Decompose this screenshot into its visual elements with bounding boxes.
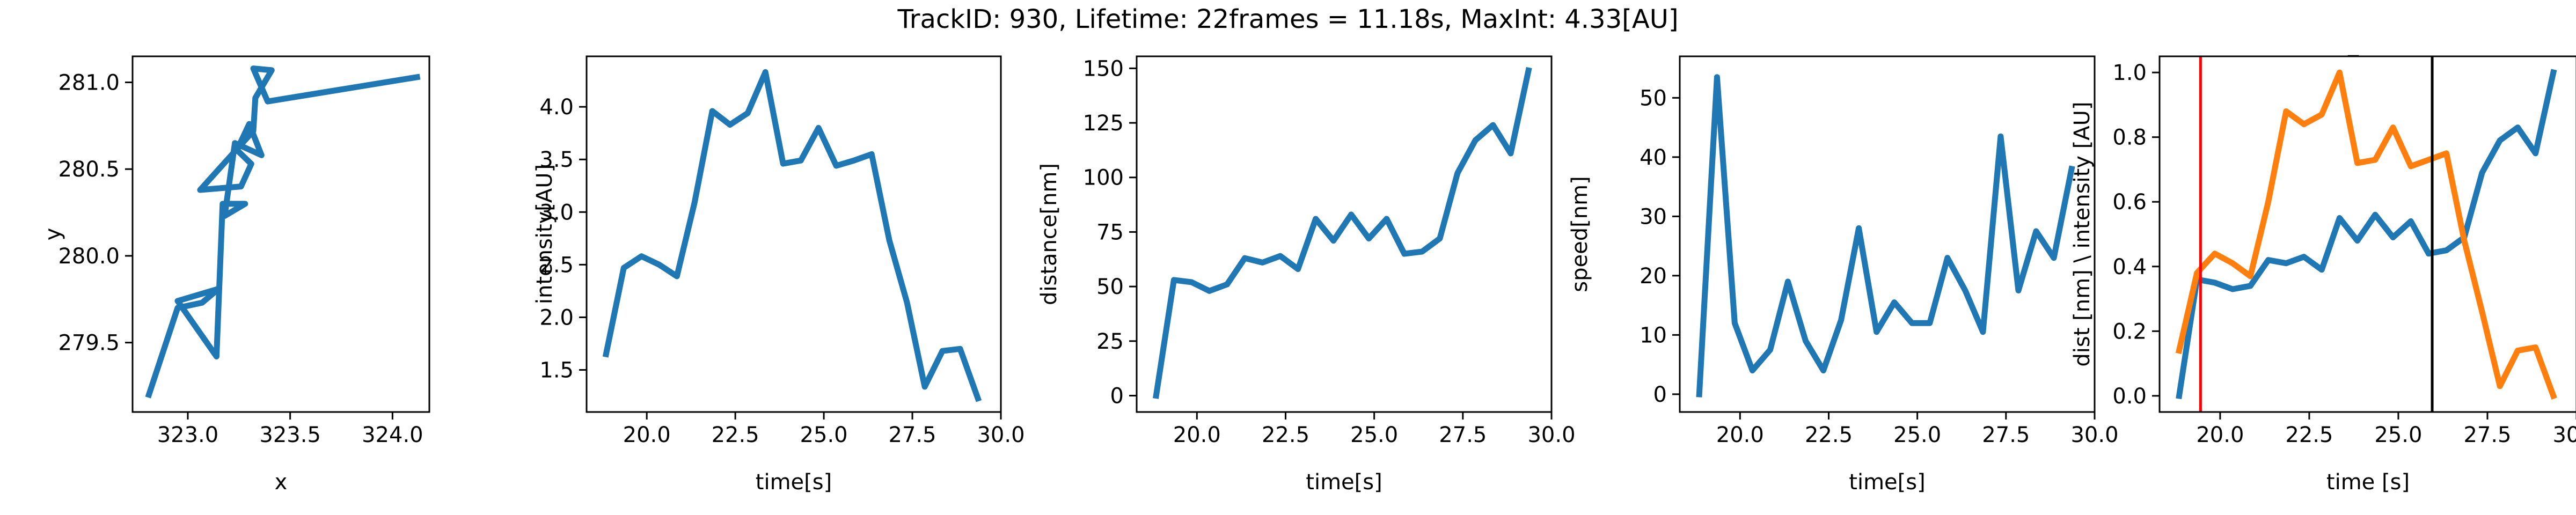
series-line-0 xyxy=(145,65,421,399)
x-tick-label: 323.0 xyxy=(157,423,219,447)
y-axis-label: intensity[AU] xyxy=(532,164,557,304)
series-line-1 xyxy=(2175,69,2557,400)
x-tick-label: 22.5 xyxy=(1805,423,1853,447)
y-tick-label: 0.6 xyxy=(2112,190,2147,215)
y-tick-label: 25 xyxy=(1096,329,1124,354)
y-tick-label: 1.5 xyxy=(539,358,574,383)
y-tick-label: 279.5 xyxy=(58,331,120,356)
x-tick-label: 27.5 xyxy=(889,423,936,447)
x-tick-label: 20.0 xyxy=(623,423,671,447)
y-tick-label: 2.5 xyxy=(539,253,574,277)
x-tick-label: 27.5 xyxy=(1982,423,2030,447)
y-tick-label: 0.8 xyxy=(2112,126,2147,150)
y-tick-label: 1.0 xyxy=(2112,61,2147,85)
x-tick-label: 30.0 xyxy=(2552,423,2576,447)
series-line-0 xyxy=(1153,67,1532,399)
axes-frame xyxy=(1136,55,1553,413)
series-line-0 xyxy=(2176,69,2557,400)
y-tick-label: 10 xyxy=(1640,323,1667,348)
x-tick-label: 22.5 xyxy=(1262,423,1309,447)
series-line-0 xyxy=(602,69,982,402)
y-tick-label: 2.0 xyxy=(539,305,574,330)
y-tick-label: 150 xyxy=(1083,56,1124,81)
x-tick-label: 20.0 xyxy=(2196,423,2244,447)
x-tick-label: 20.0 xyxy=(1716,423,1764,447)
panel-normalized: 20.0 22.5 25.0 27.5 30.0 0.0 0.2 0.4 0.6 0.8 1.0 ti… xyxy=(2070,55,2576,495)
y-tick-label: 0.0 xyxy=(2112,384,2147,409)
x-axis-label: time [s] xyxy=(2326,470,2410,495)
x-tick-label: 30.0 xyxy=(1527,423,1575,447)
panel-distance: 20.0 22.5 25.0 27.5 30.0 0 25 50 75 100 125 150 time… xyxy=(1037,55,1576,495)
y-axis-label: speed[nm] xyxy=(1568,176,1592,292)
panel-intensity: 20.0 22.5 25.0 27.5 30.0 1.5 2.0 2.5 3.0 3.5 4.0 ti… xyxy=(532,55,1025,495)
axes-frame xyxy=(586,55,1002,413)
panel-speed: 20.0 22.5 25.0 27.5 30.0 0 10 20 30 40 50 time[s] sp… xyxy=(1568,55,2119,495)
y-axis-label: dist [nm] \ intensity [AU] xyxy=(2070,101,2095,366)
y-tick-label: 280.0 xyxy=(58,244,120,269)
x-tick-label: 22.5 xyxy=(2285,423,2333,447)
y-tick-label: 75 xyxy=(1096,220,1124,245)
axes-frame xyxy=(131,55,430,413)
x-axis-label: x xyxy=(275,470,288,495)
series-line-0 xyxy=(1696,74,2075,398)
y-axis-label: y xyxy=(41,228,65,241)
axes-frame xyxy=(2158,55,2576,413)
y-tick-label: 280.5 xyxy=(58,157,120,182)
y-tick-label: 281.0 xyxy=(58,71,120,95)
x-tick-label: 20.0 xyxy=(1173,423,1221,447)
x-axis-label: time[s] xyxy=(1849,470,1925,495)
y-tick-label: 0.2 xyxy=(2112,319,2147,344)
y-tick-label: 125 xyxy=(1083,111,1124,136)
x-axis-label: time[s] xyxy=(756,470,832,495)
y-tick-label: 40 xyxy=(1640,145,1667,170)
x-tick-label: 25.0 xyxy=(1350,423,1398,447)
y-tick-label: 50 xyxy=(1096,275,1124,299)
x-tick-label: 324.0 xyxy=(362,423,423,447)
x-tick-label: 30.0 xyxy=(2070,423,2118,447)
panel5-title: _ xyxy=(2348,32,2359,57)
y-tick-label: 3.0 xyxy=(539,200,574,225)
y-tick-label: 0 xyxy=(1653,382,1667,407)
y-tick-label: 4.0 xyxy=(539,95,574,120)
y-tick-label: 50 xyxy=(1640,86,1667,111)
x-tick-label: 27.5 xyxy=(1439,423,1487,447)
x-tick-label: 25.0 xyxy=(1893,423,1941,447)
x-tick-label: 27.5 xyxy=(2463,423,2511,447)
axes-frame xyxy=(1679,55,2096,413)
x-axis-label: time[s] xyxy=(1306,470,1382,495)
y-tick-label: 100 xyxy=(1083,166,1124,190)
x-tick-label: 30.0 xyxy=(977,423,1024,447)
figure-title: TrackID: 930, Lifetime: 22frames = 11.18… xyxy=(897,4,1679,34)
y-tick-label: 3.5 xyxy=(539,148,574,172)
x-tick-label: 25.0 xyxy=(800,423,848,447)
y-tick-label: 30 xyxy=(1640,204,1667,229)
x-tick-label: 22.5 xyxy=(712,423,759,447)
y-axis-label: distance[nm] xyxy=(1037,163,1062,305)
panel-xy-trajectory: 323.0 323.5 324.0 279.5 280.0 280.5 281.0 x y xyxy=(41,55,430,495)
x-tick-label: 323.5 xyxy=(259,423,321,447)
y-tick-label: 0.4 xyxy=(2112,255,2147,279)
x-tick-label: 25.0 xyxy=(2374,423,2422,447)
y-tick-label: 20 xyxy=(1640,264,1667,289)
y-tick-label: 0 xyxy=(1110,384,1124,408)
